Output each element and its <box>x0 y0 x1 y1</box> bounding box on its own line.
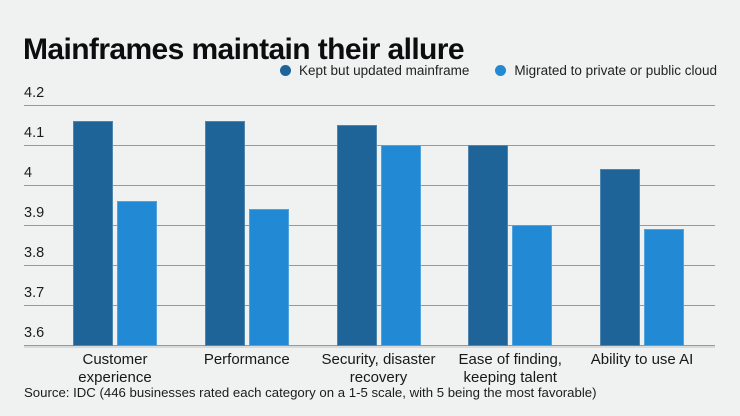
bar <box>117 201 157 346</box>
source-note: Source: IDC (446 businesses rated each c… <box>24 385 597 400</box>
x-category-label: Performance <box>203 351 290 368</box>
y-tick-label: 3.6 <box>24 325 45 341</box>
y-tick-label: 3.7 <box>24 285 45 301</box>
y-tick-label: 3.9 <box>24 205 45 221</box>
legend-label: Migrated to private or public cloud <box>514 63 717 78</box>
bar <box>512 225 553 346</box>
x-axis-line <box>24 346 715 348</box>
legend-item: Migrated to private or public cloud <box>495 63 717 78</box>
y-tick-label: 4.2 <box>24 85 45 101</box>
bar <box>380 145 421 346</box>
legend-label: Kept but updated mainframe <box>299 63 470 78</box>
x-category-label: Customer experience <box>78 351 152 386</box>
y-tick-label: 4 <box>24 165 33 181</box>
legend-swatch <box>495 65 507 76</box>
x-category-label: Ease of finding, keeping talent <box>458 351 562 386</box>
legend-item: Kept but updated mainframe <box>280 63 469 78</box>
y-tick-label: 3.8 <box>24 245 45 261</box>
y-gridline <box>24 105 715 106</box>
bar <box>73 121 113 346</box>
x-category-label: Security, disaster recovery <box>321 351 436 386</box>
bar <box>204 121 245 346</box>
bar <box>336 125 377 346</box>
chart-title: Mainframes maintain their allure <box>23 33 465 67</box>
legend: Kept but updated mainframe Migrated to pr… <box>280 63 717 78</box>
x-category-label: Ability to use AI <box>590 351 694 368</box>
bar <box>600 169 640 346</box>
legend-swatch <box>280 65 292 76</box>
bar <box>644 229 684 346</box>
y-tick-label: 4.1 <box>24 125 45 141</box>
bar <box>468 145 509 346</box>
bar <box>248 209 289 346</box>
